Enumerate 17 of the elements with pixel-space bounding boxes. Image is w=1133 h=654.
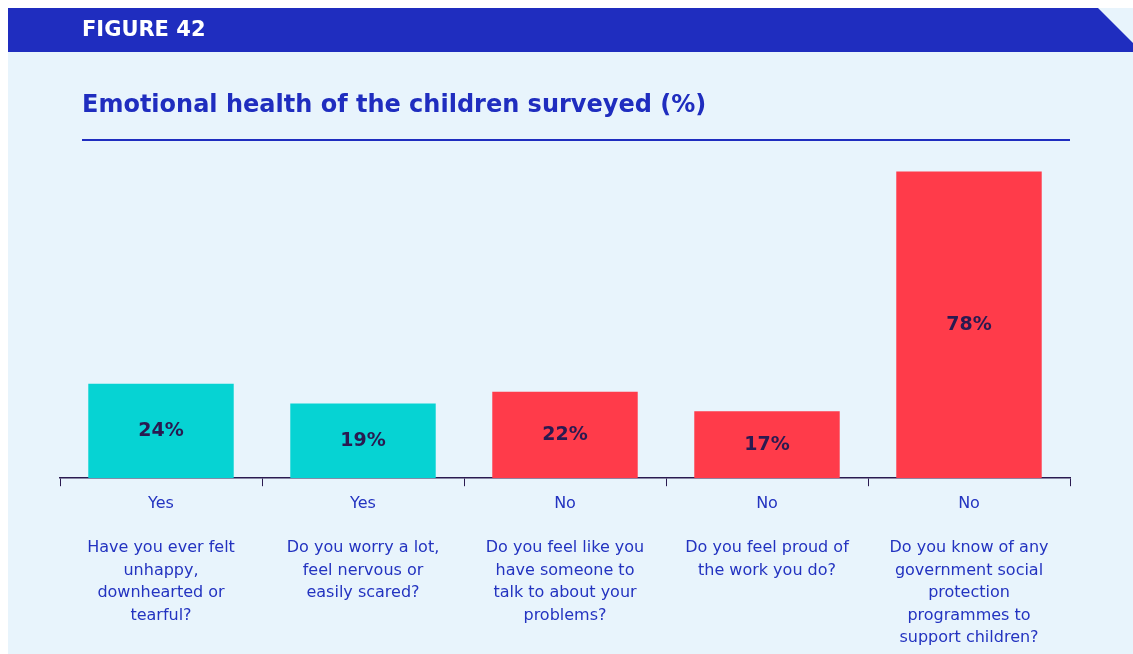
- category-label: No Do you feel proud of the work you do?: [685, 492, 849, 579]
- category-label: No Do you know of any government social protection programmes to support children?: [889, 492, 1049, 646]
- category-label: Yes Do you worry a lot, feel nervous or easily scared?: [286, 492, 440, 602]
- data-label: 19%: [340, 427, 386, 450]
- bar: [694, 411, 840, 479]
- category-label: No Do you feel like you have someone to talk to about your problems?: [485, 492, 645, 624]
- bar: [896, 171, 1042, 479]
- bar: [88, 383, 234, 479]
- data-label: 17%: [744, 431, 790, 454]
- chart-title: Emotional health of the children surveyed (%): [82, 90, 707, 118]
- category-label: Yes Have you ever felt unhappy, downhearted or tearful?: [87, 492, 235, 624]
- data-label: 24%: [138, 417, 184, 440]
- data-label: 78%: [946, 311, 992, 334]
- bar: [290, 403, 436, 479]
- bar: [492, 391, 638, 479]
- data-label: 22%: [542, 421, 588, 444]
- caption: FIGURE 42: [82, 17, 206, 41]
